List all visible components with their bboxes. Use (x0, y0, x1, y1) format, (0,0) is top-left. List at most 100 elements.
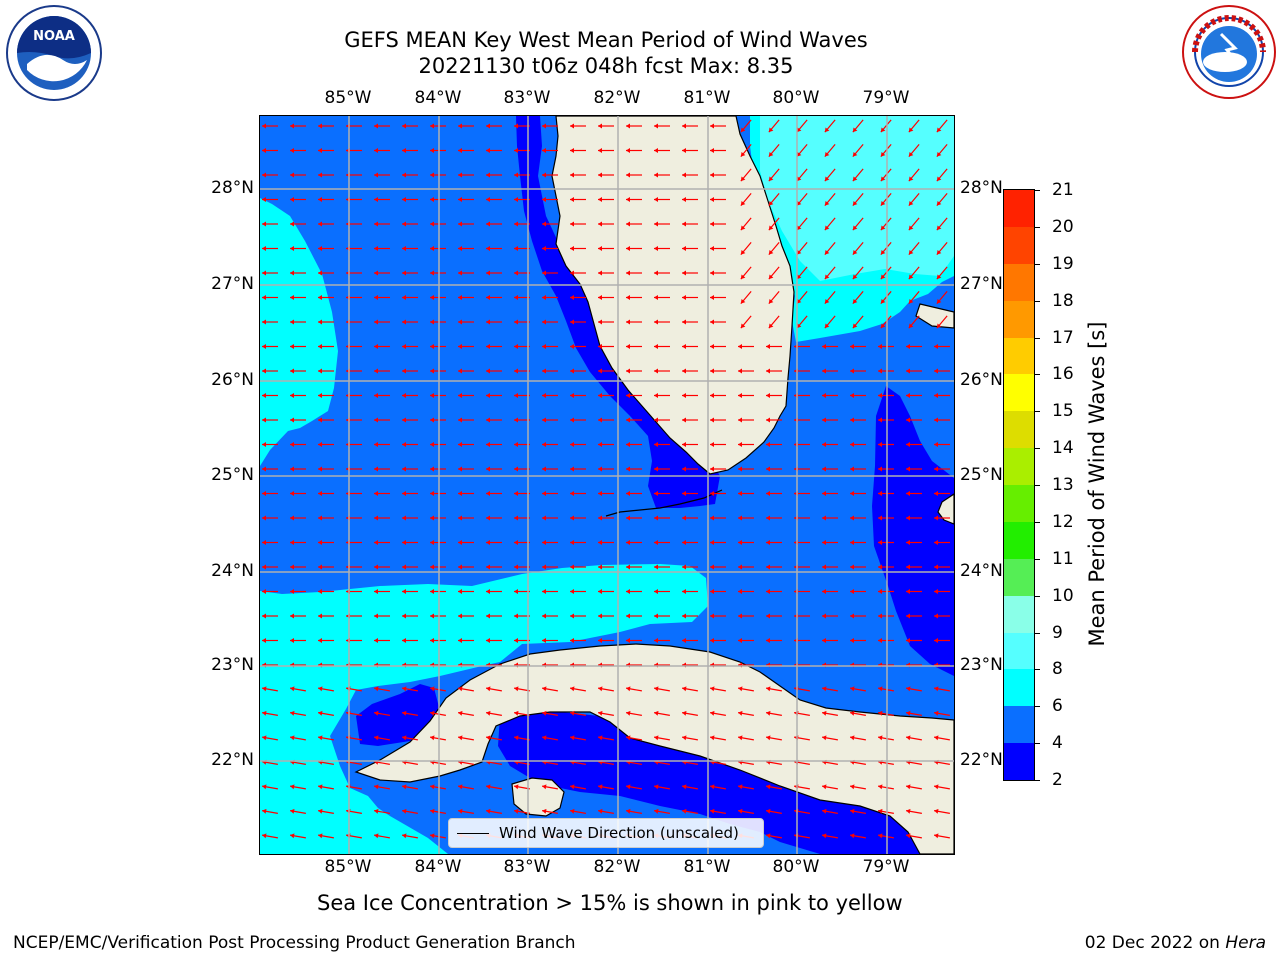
wind-wave-arrow (262, 710, 278, 716)
wind-wave-arrow (850, 466, 866, 472)
lat-label-right: 24°N (960, 561, 1003, 581)
wind-wave-arrow (374, 515, 390, 521)
colorbar-segment (1004, 632, 1034, 670)
wind-wave-arrow (402, 466, 418, 472)
wind-wave-arrow (486, 710, 502, 716)
wind-wave-arrow (766, 466, 782, 472)
wind-wave-arrow (626, 270, 642, 276)
wind-wave-arrow (402, 197, 418, 202)
wind-wave-arrow (486, 197, 502, 202)
wind-wave-arrow (822, 686, 838, 692)
wind-wave-arrow (654, 442, 670, 447)
lat-label-right: 27°N (960, 274, 1003, 294)
wind-wave-arrow (766, 368, 782, 374)
wind-wave-arrow (852, 266, 864, 280)
wind-wave-arrow (626, 344, 642, 349)
wind-wave-arrow (458, 393, 474, 398)
wind-wave-arrow (626, 197, 642, 202)
wind-wave-arrow (766, 442, 782, 447)
wind-wave-arrow (934, 808, 950, 814)
colorbar-tick (1034, 669, 1040, 671)
lat-label-right: 25°N (960, 465, 1003, 485)
wind-wave-arrow (402, 833, 418, 839)
wind-wave-arrow (486, 466, 502, 472)
wind-wave-arrow (936, 192, 948, 207)
wind-wave-arrow (682, 319, 698, 325)
chart-title: GEFS MEAN Key West Mean Period of Wind W… (344, 28, 868, 52)
wind-wave-arrow (878, 368, 894, 374)
wind-wave-arrow (402, 123, 418, 129)
wind-wave-arrow (374, 344, 390, 349)
wind-wave-arrow (486, 686, 502, 692)
wind-wave-arrow (430, 491, 446, 496)
wind-wave-arrow (740, 168, 752, 182)
wind-wave-arrow (290, 515, 306, 521)
wind-wave-arrow (374, 172, 390, 178)
wind-wave-arrow (682, 589, 698, 594)
wind-wave-arrow (262, 466, 278, 472)
wind-wave-arrow (318, 540, 334, 545)
wind-wave-arrow (374, 442, 390, 447)
wind-wave-arrow (906, 833, 922, 839)
wind-wave-arrow (430, 442, 446, 447)
map-panel[interactable] (259, 115, 955, 855)
wind-wave-arrow (906, 686, 922, 692)
wind-wave-arrow (682, 123, 698, 129)
wind-wave-arrow (290, 710, 306, 716)
wind-wave-arrow (852, 119, 864, 133)
wind-wave-arrow (738, 368, 754, 374)
wind-wave-arrow (710, 295, 726, 300)
wind-wave-arrow (290, 784, 306, 790)
wind-wave-arrow (822, 833, 838, 839)
colorbar-tick (1034, 743, 1040, 745)
wind-wave-arrow (710, 344, 726, 349)
credit-text: NCEP/EMC/Verification Post Processing Pr… (13, 933, 576, 953)
colorbar-tick-label: 21 (1052, 180, 1074, 200)
wind-wave-arrow (738, 613, 754, 619)
colorbar-segment (1004, 373, 1034, 412)
wind-wave-arrow (402, 564, 418, 570)
wind-wave-arrow (682, 735, 698, 741)
lat-label-right: 23°N (960, 655, 1003, 675)
wind-wave-arrow (598, 442, 614, 447)
wind-wave-arrow (318, 784, 334, 790)
wind-wave-arrow (290, 833, 306, 839)
wind-wave-arrow (598, 735, 614, 741)
wind-wave-arrow (852, 315, 864, 329)
wind-wave-arrow (458, 417, 474, 423)
wind-wave-arrow (486, 295, 502, 300)
wind-wave-arrow (766, 710, 782, 716)
wind-wave-arrow (626, 589, 642, 594)
wind-wave-arrow (936, 266, 948, 280)
wind-wave-arrow (542, 686, 558, 692)
wind-wave-arrow (542, 784, 558, 790)
wind-wave-arrow (598, 246, 614, 251)
wind-wave-arrow (906, 442, 922, 447)
wind-wave-arrow (936, 315, 948, 329)
colorbar-tick-label: 12 (1052, 511, 1074, 532)
wind-wave-arrow (542, 638, 558, 643)
wind-wave-arrow (598, 466, 614, 472)
wind-wave-arrow (654, 638, 670, 643)
lat-label-right: 22°N (960, 750, 1003, 770)
map-legend: Wind Wave Direction (unscaled) (448, 818, 764, 848)
wind-wave-arrow (654, 417, 670, 423)
wind-wave-arrow (570, 221, 586, 227)
wind-wave-arrow (936, 168, 948, 182)
wind-wave-arrow (626, 784, 642, 790)
wind-wave-arrow (934, 564, 950, 570)
wind-wave-arrow (796, 241, 808, 256)
wind-wave-arrow (430, 564, 446, 570)
colorbar-segment (1004, 337, 1034, 375)
wind-wave-arrow (850, 808, 866, 814)
wind-wave-arrow (738, 710, 754, 716)
wind-wave-arrow (318, 295, 334, 300)
wind-wave-arrow (430, 540, 446, 545)
wind-wave-arrow (374, 123, 390, 129)
wind-wave-arrow (374, 148, 390, 153)
wind-wave-arrow (710, 197, 726, 202)
ocean-8-9s-region (760, 116, 954, 281)
wind-wave-arrow (402, 613, 418, 619)
wind-wave-arrow (570, 784, 586, 790)
wind-wave-arrow (290, 246, 306, 251)
